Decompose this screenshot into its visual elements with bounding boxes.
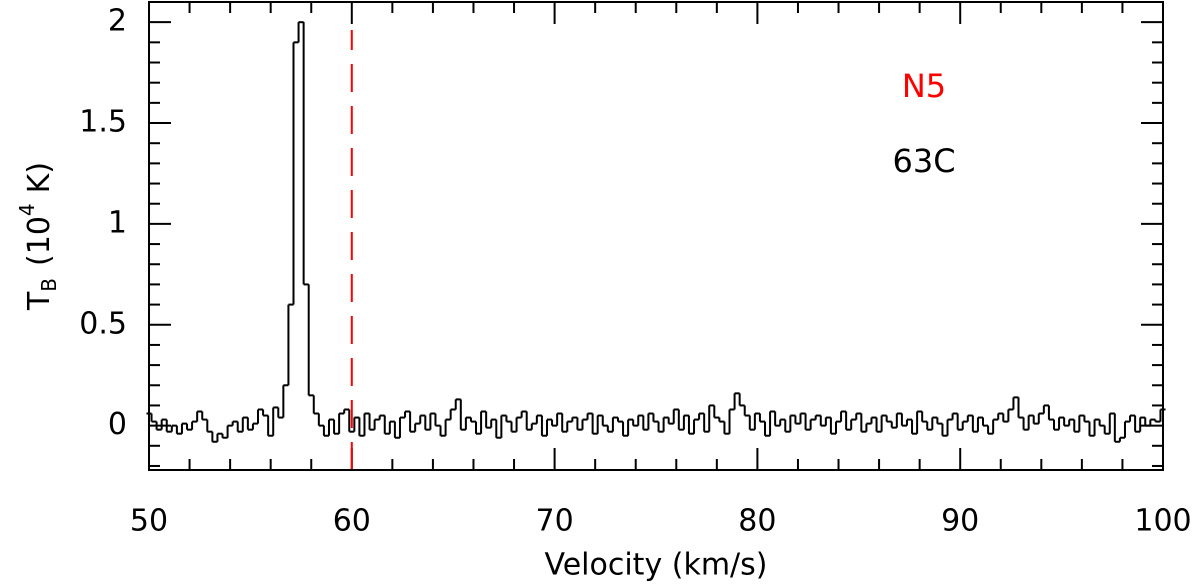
x-axis-label: Velocity (km/s) [545, 548, 768, 583]
x-tick-label: 90 [941, 504, 979, 539]
x-tick-label: 70 [536, 504, 574, 539]
annotation: 63C [892, 142, 955, 180]
y-tick-label: 2 [108, 4, 127, 39]
y-tick-label: 0.5 [79, 306, 127, 341]
y-label-symbol: T [22, 291, 57, 311]
x-tick-label: 50 [130, 504, 168, 539]
x-tick-label: 60 [333, 504, 371, 539]
spectrum-riser [150, 22, 1162, 442]
y-label-unit: (10 [22, 216, 57, 266]
y-label-subscript: B [37, 278, 61, 292]
y-tick-label: 1 [108, 205, 127, 240]
x-tick-label: 100 [1134, 504, 1191, 539]
y-tick-label: 1.5 [79, 105, 127, 140]
y-label-unit: K) [22, 162, 57, 193]
annotation: N5 [902, 67, 946, 105]
y-tick-label: 0 [108, 407, 127, 442]
y-label-superscript: 4 [15, 203, 39, 216]
plot-frame [148, 1, 1164, 471]
x-tick-label: 80 [738, 504, 776, 539]
y-axis-label: TB (104 K) [15, 162, 61, 311]
